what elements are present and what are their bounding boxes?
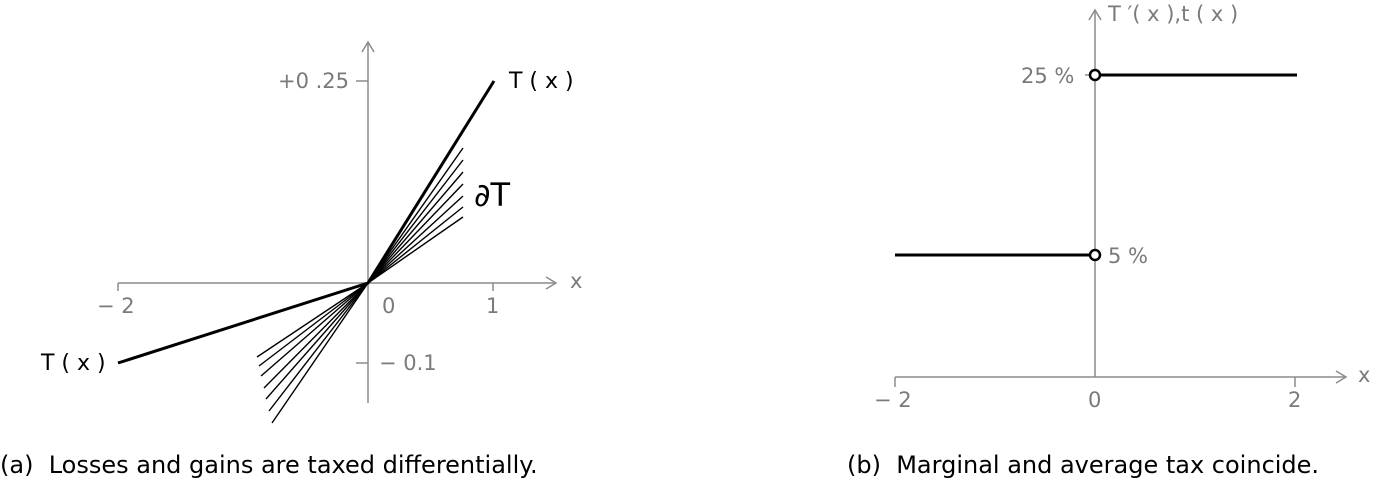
- subgradient-line: [256, 282, 369, 358]
- subgradient-line: [258, 282, 369, 367]
- panel-a-tick-label-x-neg2: − 2: [97, 294, 135, 318]
- panel-a-subgradient-fan-upper: [367, 147, 464, 284]
- subgradient-line: [271, 282, 369, 424]
- panel-b-open-dot-25: [1088, 68, 1102, 82]
- subgradient-line: [268, 282, 369, 412]
- panel-b-open-dot-5: [1088, 248, 1102, 262]
- panel-a-subdifferential-label: ∂T: [474, 176, 511, 214]
- subgradient-line: [367, 206, 464, 284]
- panel-b-y-axis-arrow: [1088, 8, 1102, 21]
- panel-b: − 2 0 2 25 % 5 % x T ′( x ),t ( x ) (b) …: [847, 2, 1370, 479]
- subgradient-line: [367, 159, 464, 284]
- panel-b-tick-label-y-25: 25 %: [1021, 64, 1074, 88]
- subgradient-line: [263, 282, 369, 389]
- panel-a: − 2 0 1 +0 .25 − 0.1 x T ( x ): [0, 40, 582, 479]
- panel-a-graph-label-left: T ( x ): [40, 351, 106, 376]
- panel-a-tax-function-graph: [117, 80, 496, 365]
- subgradient-line: [367, 183, 464, 284]
- subgradient-line: [367, 171, 464, 284]
- panel-a-tick-label-x-1: 1: [486, 294, 499, 318]
- panel-a-tick-label-y-pos: +0 .25: [278, 69, 349, 93]
- panel-b-tick-label-x-2: 2: [1288, 388, 1301, 412]
- panel-a-caption: (a) Losses and gains are taxed different…: [0, 451, 538, 479]
- panel-b-tick-label-y-5: 5 %: [1108, 244, 1148, 268]
- panel-a-x-axis-arrow: [545, 276, 558, 290]
- panel-a-graph-label-right: T ( x ): [508, 69, 574, 94]
- subgradient-line: [367, 195, 464, 284]
- panel-b-tick-label-x-neg2: − 2: [874, 388, 912, 412]
- panel-a-tick-label-y-neg: − 0.1: [379, 351, 437, 375]
- panel-a-x-axis-label: x: [570, 269, 582, 293]
- panel-b-tick-label-x-0: 0: [1088, 388, 1101, 412]
- panel-b-y-axis-label: T ′( x ),t ( x ): [1107, 2, 1238, 26]
- subgradient-line: [367, 216, 464, 284]
- panel-b-caption: (b) Marginal and average tax coincide.: [847, 451, 1319, 479]
- panel-b-x-axis-label: x: [1358, 363, 1370, 387]
- panel-a-subgradient-fan-lower: [256, 282, 369, 424]
- subgradient-line: [260, 282, 369, 377]
- subgradient-line: [265, 282, 369, 400]
- panel-a-y-axis-arrow: [361, 40, 375, 53]
- panel-a-tick-label-x-0: 0: [382, 294, 395, 318]
- subgradient-line: [367, 147, 464, 284]
- panel-b-x-axis-arrow: [1335, 370, 1348, 384]
